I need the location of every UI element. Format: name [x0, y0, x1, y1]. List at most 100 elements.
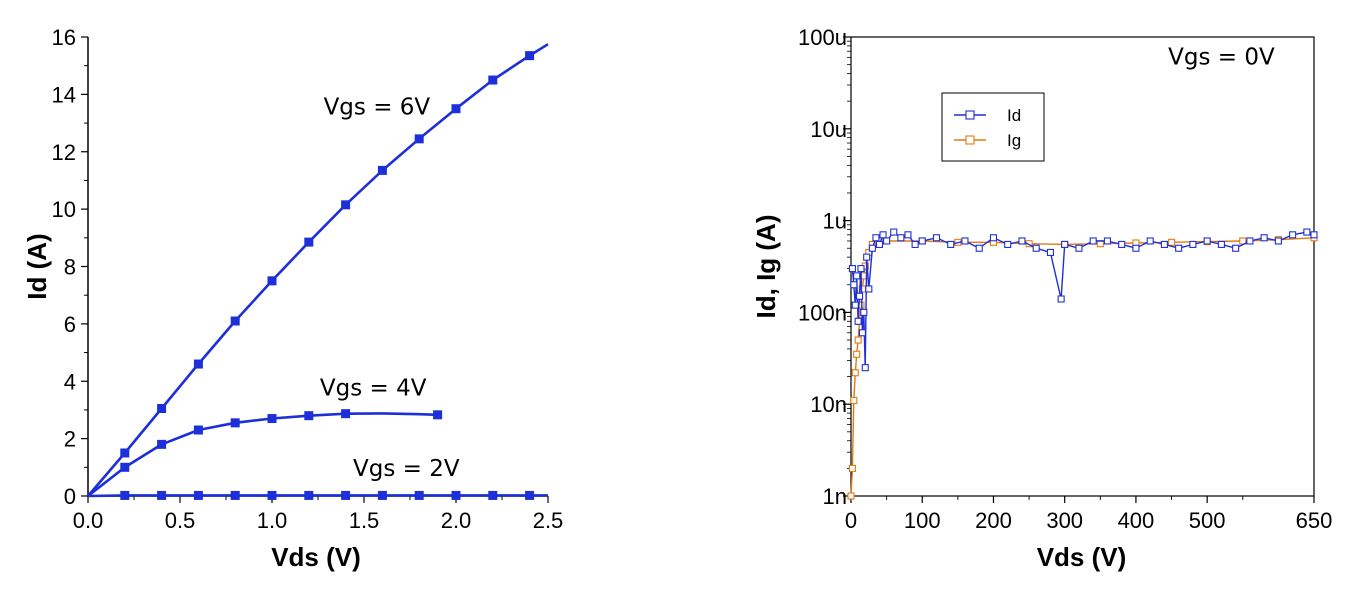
data-point: [855, 292, 864, 300]
data-point: [488, 75, 498, 85]
data-point: [932, 234, 941, 242]
chart-annotation: Vgs = 0V: [1168, 45, 1275, 71]
x-tick-label: 0.0: [73, 508, 104, 533]
data-point: [897, 234, 905, 242]
data-point: [1310, 231, 1318, 239]
data-point: [848, 464, 856, 472]
left-chart: 0 2 4 6 8 10 12 14 16 0.0 0.5 1.0 1.5 2.0 2.5 Vds (V) Id…: [22, 25, 564, 572]
x-tick-label: 100: [904, 508, 941, 533]
x-tick-label: 1.5: [349, 508, 380, 533]
data-point: [863, 253, 871, 261]
data-point: [854, 317, 862, 325]
y-tick-label: 4: [64, 369, 76, 394]
data-point: [1160, 240, 1168, 248]
data-point: [433, 410, 443, 420]
data-point: [120, 462, 130, 472]
data-point: [858, 329, 866, 337]
data-point: [1246, 237, 1254, 245]
data-point: [975, 244, 983, 252]
y-tick-label: 10: [52, 197, 76, 222]
data-point: [911, 240, 919, 248]
data-point: [854, 336, 862, 344]
data-point: [230, 316, 240, 326]
series-annotation: Vgs = 4V: [320, 376, 427, 402]
series-annotation: Vgs = 2V: [353, 456, 460, 482]
y-tick-label: 1n: [823, 484, 847, 509]
data-point: [883, 237, 891, 245]
data-point: [1232, 244, 1240, 252]
data-point: [861, 364, 869, 372]
x-tick-label: 0.5: [165, 508, 196, 533]
x-tick-label: 300: [1046, 508, 1083, 533]
legend-box: [941, 92, 1045, 162]
data-point: [304, 237, 314, 247]
y-tick-label: 10n: [810, 392, 847, 417]
legend-swatch-marker: [965, 135, 975, 145]
data-point: [890, 228, 898, 236]
legend-swatch-marker: [965, 110, 975, 120]
data-point: [1075, 244, 1083, 252]
series-line: [87, 412, 438, 498]
data-point: [875, 240, 884, 248]
data-point: [1274, 237, 1282, 245]
data-point: [904, 231, 912, 239]
right-chart: 1n 10n 100n 1u 10u 100u 0 100 200 300 400 500 650 Vds…: [751, 25, 1333, 572]
data-point: [1057, 295, 1065, 303]
y-tick-label: 16: [52, 25, 76, 50]
data-point: [1289, 231, 1297, 239]
data-point: [851, 301, 859, 309]
data-point: [120, 490, 130, 500]
x-tick-label: 2.5: [533, 508, 564, 533]
data-point: [961, 237, 969, 245]
data-point: [848, 265, 856, 273]
y-tick-label: 12: [52, 140, 76, 165]
y-tick-label: 1u: [823, 209, 847, 234]
data-point: [865, 285, 873, 293]
series-line: [850, 237, 1315, 497]
data-point: [918, 237, 926, 245]
data-point: [193, 359, 203, 369]
y-tick-label: 0: [64, 484, 76, 509]
data-point: [267, 276, 277, 286]
y-tick-label: 6: [64, 312, 76, 337]
data-point: [857, 265, 865, 273]
data-point: [341, 409, 351, 419]
data-point: [414, 490, 424, 500]
data-point: [193, 490, 203, 500]
x-axis-label: Vds (V): [1037, 542, 1127, 572]
data-point: [1004, 240, 1012, 248]
data-point: [193, 425, 203, 435]
data-point: [377, 165, 387, 175]
data-point: [1203, 237, 1211, 245]
data-point: [451, 490, 461, 500]
data-point: [1167, 238, 1176, 246]
x-tick-label: 200: [975, 508, 1012, 533]
data-point: [853, 350, 861, 358]
plot-frame: [850, 36, 1315, 497]
data-point: [414, 134, 424, 144]
data-point: [947, 240, 955, 248]
legend-label: Ig: [1007, 131, 1021, 150]
data-point: [850, 281, 858, 289]
y-axis-label: Id, Ig (A): [751, 215, 781, 319]
x-tick-label: 650: [1296, 508, 1333, 533]
data-point: [120, 448, 130, 458]
y-tick-label: 100n: [798, 300, 847, 325]
x-axis-label: Vds (V): [271, 542, 361, 572]
data-point: [451, 104, 461, 114]
x-tick-label: 400: [1118, 508, 1155, 533]
legend-label: Id: [1007, 106, 1021, 125]
data-point: [525, 490, 535, 500]
y-tick-label: 10u: [810, 117, 847, 142]
data-point: [157, 490, 167, 500]
x-tick-label: 2.0: [441, 508, 472, 533]
data-point: [157, 404, 167, 414]
data-point: [1217, 240, 1225, 248]
data-point: [267, 490, 277, 500]
y-tick-label: 100u: [798, 25, 847, 50]
data-point: [853, 272, 861, 280]
data-point: [1175, 244, 1183, 252]
data-point: [377, 490, 387, 500]
data-point: [1089, 237, 1097, 245]
data-point: [304, 490, 314, 500]
